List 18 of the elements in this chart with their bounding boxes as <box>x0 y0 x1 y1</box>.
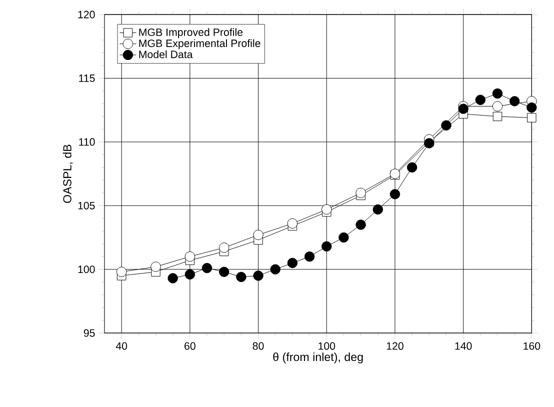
x-tick-label: 80 <box>252 342 264 350</box>
legend-label: MGB Experimental Profile <box>139 39 260 50</box>
x-tick-label: 120 <box>386 342 404 350</box>
legend-label: MGB Improved Profile <box>139 28 243 38</box>
x-tick-label: 100 <box>318 342 336 350</box>
y-tick-label: 105 <box>78 202 95 210</box>
x-tick-label: 60 <box>184 342 196 350</box>
x-tick-label: 140 <box>455 342 472 350</box>
x-tick-label: 160 <box>524 342 540 350</box>
y-tick-label: 95 <box>84 329 95 337</box>
y-tick-label: 120 <box>78 10 95 18</box>
y-tick-label: 100 <box>78 266 95 274</box>
x-tick-label: 40 <box>116 342 128 350</box>
y-tick-label: 110 <box>79 138 95 146</box>
x-axis-title: θ (from inlet), deg <box>273 352 363 364</box>
y-tick-label: 115 <box>79 74 95 82</box>
y-axis-title: OASPL, dB <box>62 144 73 204</box>
legend-label: Model Data <box>139 50 193 58</box>
